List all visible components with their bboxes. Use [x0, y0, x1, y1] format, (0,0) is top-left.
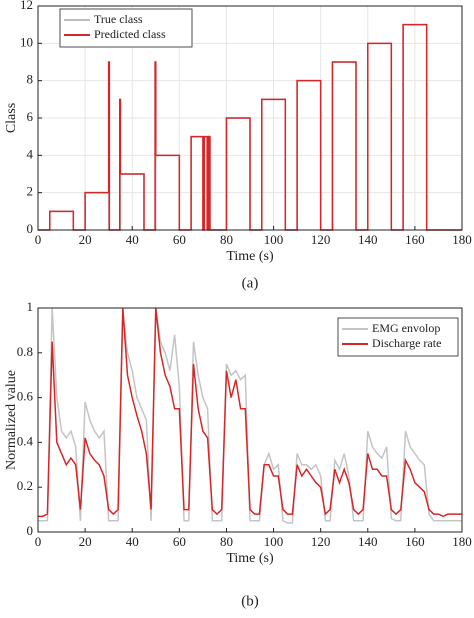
- x-tick-label: 160: [405, 232, 425, 247]
- legend-label: EMG envolop: [372, 321, 440, 335]
- y-tick-label: 0: [27, 221, 34, 236]
- x-tick-label: 180: [452, 232, 472, 247]
- x-tick-label: 80: [220, 232, 233, 247]
- legend-box: [59, 8, 193, 48]
- plot-frame: [37, 307, 463, 533]
- plot-frame: [37, 5, 463, 231]
- legend-box: [337, 317, 459, 357]
- x-tick-label: 180: [452, 534, 472, 549]
- x-tick-label: 60: [173, 534, 186, 549]
- y-tick-label: 12: [20, 0, 33, 12]
- y-tick-label: 0.8: [17, 344, 33, 359]
- x-tick-label: 120: [311, 534, 331, 549]
- series-line: [38, 23, 462, 231]
- x-tick-label: 140: [358, 534, 378, 549]
- x-tick-label: 40: [126, 534, 139, 549]
- y-tick-label: 0.2: [17, 478, 33, 493]
- x-tick-label: 40: [126, 232, 139, 247]
- x-axis-label: Time (s): [226, 249, 274, 264]
- x-tick-label: 100: [264, 232, 284, 247]
- y-tick-label: 2: [27, 184, 34, 199]
- y-axis-label: Normalized value: [4, 370, 19, 470]
- y-tick-label: 1: [27, 299, 34, 314]
- caption: (a): [242, 275, 259, 291]
- x-tick-label: 100: [264, 534, 284, 549]
- series-line: [38, 307, 462, 518]
- x-tick-label: 20: [79, 232, 92, 247]
- x-tick-label: 0: [35, 534, 42, 549]
- legend-label: Discharge rate: [372, 336, 441, 350]
- x-axis-label: Time (s): [226, 551, 274, 566]
- x-tick-label: 80: [220, 534, 233, 549]
- y-tick-label: 0: [27, 523, 34, 538]
- y-tick-label: 10: [20, 34, 33, 49]
- x-tick-label: 160: [405, 534, 425, 549]
- y-tick-label: 6: [27, 109, 34, 124]
- x-tick-label: 60: [173, 232, 186, 247]
- caption: (b): [241, 593, 259, 609]
- y-axis-label: Class: [4, 103, 19, 133]
- legend-label: Predicted class: [94, 27, 166, 41]
- y-tick-label: 0.6: [17, 389, 34, 404]
- series-line: [38, 307, 462, 524]
- y-tick-label: 8: [27, 72, 34, 87]
- x-tick-label: 0: [35, 232, 42, 247]
- x-tick-label: 20: [79, 534, 92, 549]
- legend-label: True class: [94, 12, 143, 26]
- y-tick-label: 4: [27, 146, 34, 161]
- x-tick-label: 140: [358, 232, 378, 247]
- y-tick-label: 0.4: [17, 433, 34, 448]
- x-tick-label: 120: [311, 232, 331, 247]
